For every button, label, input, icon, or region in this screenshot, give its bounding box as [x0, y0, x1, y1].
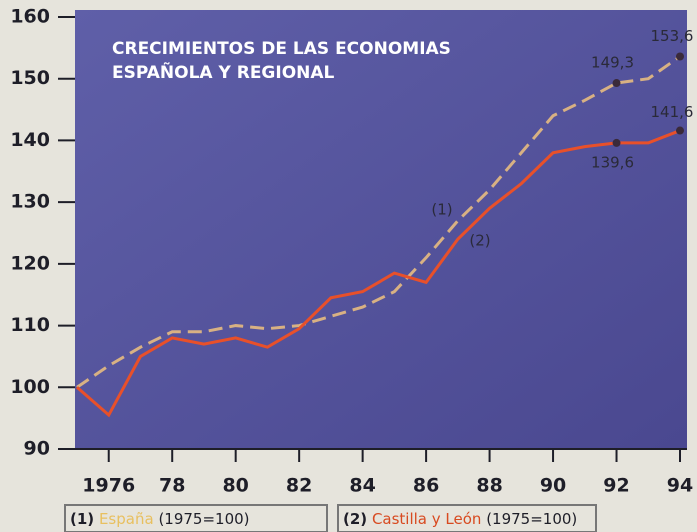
y-tick-label: 90 — [24, 438, 50, 460]
x-tick-label: 86 — [413, 475, 439, 497]
chart-title: ESPAÑOLA Y REGIONAL — [112, 60, 335, 83]
legend-note: (1975=100) — [158, 510, 249, 528]
legend-name: España — [99, 510, 154, 528]
y-tick-label: 160 — [10, 6, 50, 28]
x-tick-label: 84 — [349, 475, 375, 497]
y-tick-label: 100 — [10, 376, 50, 398]
x-tick-label: 78 — [159, 475, 185, 497]
x-tick-label: 80 — [222, 475, 248, 497]
value-label: 141,6 — [651, 103, 694, 121]
y-tick-label: 110 — [10, 314, 50, 336]
x-tick-label: 94 — [667, 475, 693, 497]
value-label: 153,6 — [651, 27, 694, 45]
x-tick-label: 1976 — [82, 475, 135, 497]
x-tick-label: 82 — [286, 475, 312, 497]
data-point — [613, 139, 621, 147]
data-point — [676, 127, 684, 135]
value-label: 149,3 — [591, 54, 634, 72]
legend-entry: (2) Castilla y León (1975=100) — [343, 510, 577, 528]
legend-note: (1975=100) — [486, 510, 577, 528]
legend-marker: (2) — [343, 510, 367, 528]
y-tick-label: 130 — [10, 191, 50, 213]
legend-entry: (1) España (1975=100) — [70, 510, 250, 528]
value-label: 139,6 — [591, 153, 634, 171]
x-tick-label: 92 — [603, 475, 629, 497]
y-tick-label: 140 — [10, 129, 50, 151]
chart-title: CRECIMIENTOS DE LAS ECONOMIAS — [112, 39, 451, 59]
x-tick-label: 90 — [540, 475, 566, 497]
y-tick-label: 120 — [10, 252, 50, 274]
legend-name: Castilla y León — [372, 510, 481, 528]
line-annotation: (2) — [469, 232, 490, 250]
data-point — [676, 52, 684, 60]
y-tick-label: 150 — [10, 67, 50, 89]
x-tick-label: 88 — [476, 475, 502, 497]
data-point — [613, 79, 621, 87]
page: {"chart_data": {"type": "line", "title":… — [0, 0, 697, 532]
line-annotation: (1) — [431, 201, 452, 219]
legend-marker: (1) — [70, 510, 94, 528]
chart: CRECIMIENTOS DE LAS ECONOMIAS ESPAÑOLA Y… — [0, 0, 697, 532]
